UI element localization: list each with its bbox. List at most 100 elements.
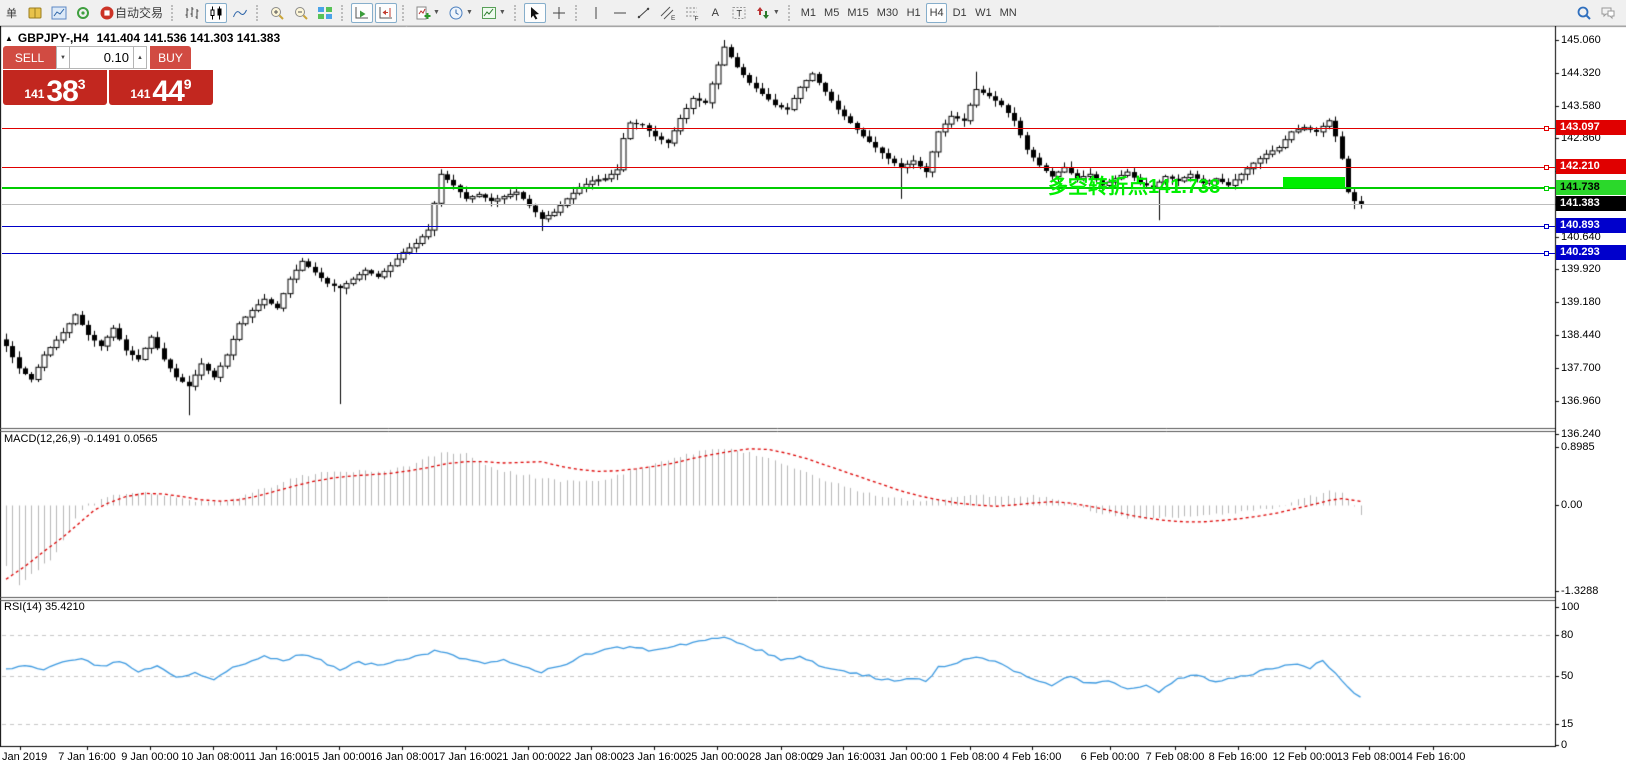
- sell-button[interactable]: SELL: [3, 46, 56, 69]
- tf-m1-button[interactable]: M1: [798, 3, 819, 23]
- trendline-icon: [636, 5, 652, 21]
- cursor-icon: [527, 5, 543, 21]
- pivot-annotation-text[interactable]: 多空转折点141.738: [1048, 176, 1221, 198]
- spinner-down-icon: ▼: [60, 54, 66, 61]
- periods-button[interactable]: ▼: [445, 3, 476, 23]
- autoscroll-button[interactable]: [351, 2, 374, 23]
- line-chart-button[interactable]: [229, 3, 251, 23]
- indicators-button[interactable]: ▼: [412, 3, 443, 23]
- market-watch-icon: [75, 5, 91, 21]
- text-button[interactable]: A: [705, 3, 726, 23]
- price-level-badge-140.893: 140.893: [1556, 218, 1626, 233]
- price-tick-label: 138.440: [1561, 329, 1601, 342]
- tf-h4-button-label: H4: [929, 6, 944, 19]
- time-axis-label: 22 Jan 08:00: [559, 751, 623, 763]
- price-tick-label: 139.180: [1561, 296, 1601, 309]
- cursor-button[interactable]: [523, 2, 546, 23]
- volume-decrease-button[interactable]: ▼: [56, 46, 70, 69]
- trendline-button[interactable]: [633, 3, 655, 23]
- window-collapse-icon[interactable]: ▲: [5, 34, 13, 43]
- candles-chart-icon: [208, 5, 224, 21]
- search-button[interactable]: [1573, 3, 1595, 23]
- time-axis-label: 16 Jan 08:00: [370, 751, 434, 763]
- chat-icon: [1600, 5, 1616, 21]
- line-handle[interactable]: [1544, 126, 1549, 131]
- volume-input[interactable]: [70, 46, 133, 69]
- text-label-button[interactable]: T: [728, 3, 750, 23]
- fibonacci-button[interactable]: F: [681, 3, 703, 23]
- bars-chart-button[interactable]: [181, 3, 203, 23]
- search-icon: [1576, 5, 1592, 21]
- toolbar-separator: [513, 4, 518, 21]
- journal-icon-button[interactable]: [24, 3, 46, 23]
- hline-143.097[interactable]: [2, 128, 1555, 129]
- time-axis-label: 25 Jan 00:00: [685, 751, 749, 763]
- text-label-icon: T: [731, 5, 747, 21]
- buy-price-display[interactable]: 141 44 9: [109, 70, 213, 107]
- tf-h4-button[interactable]: H4: [926, 2, 948, 23]
- trade-prices-row: 141 38 3 141 44 9: [3, 70, 213, 107]
- toolbar-separator: [256, 4, 260, 21]
- vertical-line-button[interactable]: [585, 3, 607, 23]
- price-level-badge-141.383: 141.383: [1556, 196, 1626, 211]
- hline-141.383[interactable]: [2, 204, 1555, 205]
- hline-140.293[interactable]: [2, 253, 1555, 254]
- ohlc-values: 141.404 141.536 141.303 141.383: [96, 31, 281, 45]
- new-chart-button[interactable]: [48, 3, 70, 23]
- indicators-icon: [415, 5, 431, 21]
- autotrading-button[interactable]: 自动交易: [96, 3, 166, 23]
- time-axis-label: 9 Jan 00:00: [121, 751, 179, 763]
- new-order-button[interactable]: 单: [1, 3, 22, 23]
- tf-h1-button-label: H1: [906, 6, 921, 19]
- candles-chart-button[interactable]: [205, 2, 228, 23]
- tf-m5-button-label: M5: [824, 6, 840, 19]
- toolbar-separator: [341, 4, 345, 21]
- macd-indicator-label: MACD(12,26,9) -0.1491 0.0565: [4, 433, 158, 445]
- tf-m15-button-label: M15: [847, 6, 869, 19]
- svg-text:T: T: [736, 8, 742, 18]
- toolbar-separator: [171, 4, 175, 21]
- tf-m15-button[interactable]: M15: [844, 3, 871, 23]
- price-tick-label: 142.860: [1561, 132, 1601, 145]
- tf-w1-button[interactable]: W1: [972, 3, 995, 23]
- dropdown-caret-icon: ▼: [498, 9, 506, 16]
- tf-m30-button[interactable]: M30: [874, 3, 901, 23]
- sell-price-display[interactable]: 141 38 3: [3, 70, 107, 107]
- zoom-out-button[interactable]: [290, 3, 312, 23]
- tf-d1-button[interactable]: D1: [949, 3, 970, 23]
- market-watch-button[interactable]: [72, 3, 94, 23]
- line-handle[interactable]: [1544, 186, 1549, 191]
- tf-m5-button[interactable]: M5: [821, 3, 842, 23]
- arrows-button[interactable]: ▼: [752, 3, 783, 23]
- zoom-in-button[interactable]: [266, 3, 288, 23]
- tile-windows-button[interactable]: [314, 3, 336, 23]
- time-axis-label: 23 Jan 16:00: [622, 751, 686, 763]
- price-level-badge-143.097: 143.097: [1556, 120, 1626, 135]
- time-axis-label: 13 Feb 08:00: [1336, 751, 1402, 763]
- hline-142.210[interactable]: [2, 167, 1555, 168]
- rsi-tick-label: 15: [1561, 718, 1574, 731]
- hline-141.738[interactable]: [2, 187, 1555, 189]
- crosshair-button[interactable]: [548, 3, 570, 23]
- rsi-tick-label: 50: [1561, 670, 1574, 682]
- price-tick-label: 136.960: [1561, 395, 1601, 408]
- line-handle[interactable]: [1544, 224, 1549, 229]
- time-axis-label: 11 Jan 16:00: [244, 751, 308, 763]
- line-handle[interactable]: [1544, 251, 1549, 256]
- tf-mn-button[interactable]: MN: [997, 3, 1020, 23]
- chat-button[interactable]: [1597, 3, 1619, 23]
- highlight-rectangle-object[interactable]: [1283, 177, 1345, 188]
- hline-140.893[interactable]: [2, 226, 1555, 227]
- toolbar-separator: [402, 4, 406, 21]
- equidistant-channel-button[interactable]: E: [657, 3, 679, 23]
- horizontal-line-button[interactable]: [609, 3, 631, 23]
- chart-shift-button[interactable]: [375, 2, 398, 23]
- tf-h1-button[interactable]: H1: [903, 3, 924, 23]
- volume-increase-button[interactable]: ▲: [133, 46, 147, 69]
- line-handle[interactable]: [1544, 165, 1549, 170]
- macd-tick-label: 0.8985: [1561, 440, 1595, 453]
- buy-button[interactable]: BUY: [150, 46, 191, 69]
- templates-button[interactable]: ▼: [478, 3, 509, 23]
